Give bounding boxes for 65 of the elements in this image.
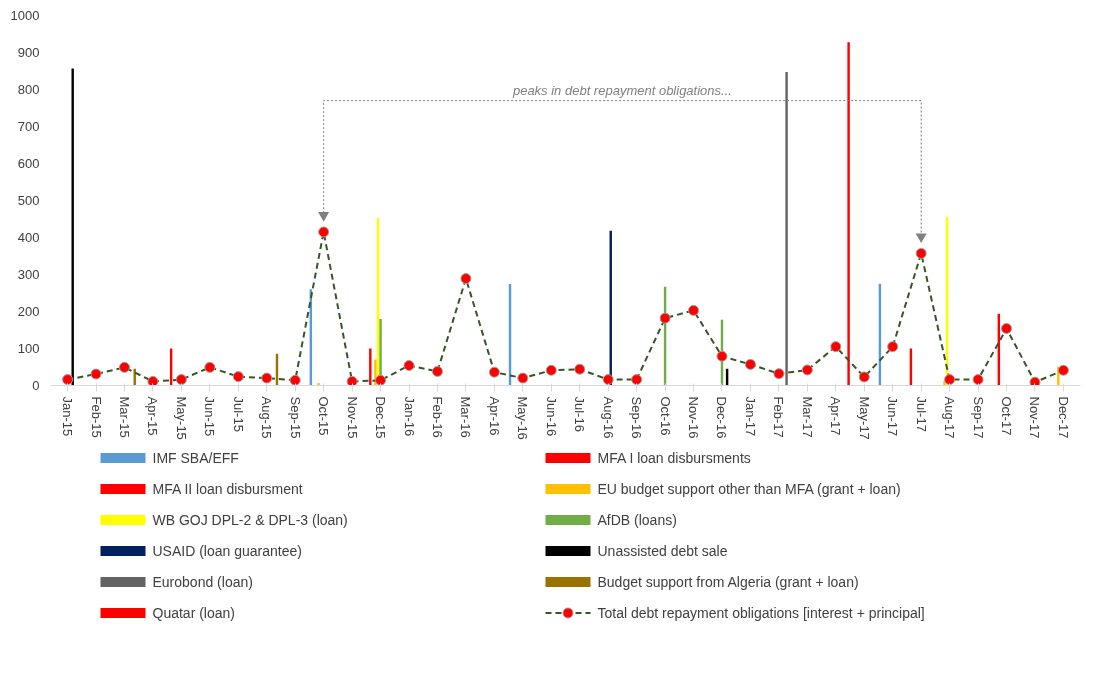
x-tick-label: Dec-17 bbox=[1055, 396, 1071, 439]
y-tick-label: 600 bbox=[17, 156, 40, 171]
y-tick-label: 800 bbox=[17, 82, 40, 97]
bar bbox=[71, 68, 74, 386]
legend-label: USAID (loan guarantee) bbox=[152, 543, 302, 559]
x-tick-label: Oct-16 bbox=[657, 396, 673, 436]
x-tick-label: Dec-15 bbox=[373, 396, 389, 439]
legend-label: Total debt repayment obligations [interest + principal] bbox=[597, 605, 925, 621]
bar bbox=[317, 382, 320, 386]
legend-label: EU budget support other than MFA (grant + loan) bbox=[597, 481, 901, 497]
y-tick-label: 500 bbox=[17, 193, 40, 208]
x-tick-label: Mar-16 bbox=[458, 396, 474, 438]
y-tick-label: 700 bbox=[17, 119, 40, 134]
x-tick-label: Jan-15 bbox=[60, 396, 76, 437]
y-tick-label: 300 bbox=[17, 267, 40, 282]
x-tick-label: Feb-17 bbox=[771, 396, 787, 438]
x-tick-label: Jul-16 bbox=[572, 396, 588, 432]
legend-label: IMF SBA/EFF bbox=[152, 450, 239, 466]
x-tick-label: Dec-16 bbox=[714, 396, 730, 439]
x-tick-label: Oct-15 bbox=[316, 396, 332, 436]
legend-label: MFA I loan disbursments bbox=[597, 450, 751, 466]
x-tick-label: Nov-17 bbox=[1027, 396, 1043, 439]
bar bbox=[847, 42, 850, 386]
legend-label: WB GOJ DPL-2 & DPL-3 (loan) bbox=[152, 512, 348, 528]
legend-label: AfDB (loans) bbox=[597, 512, 677, 528]
x-tick-label: Nov-16 bbox=[686, 396, 702, 439]
x-tick-label: Sep-15 bbox=[287, 396, 303, 439]
x-tick-label: Mar-15 bbox=[116, 396, 132, 438]
x-tick-label: Aug-16 bbox=[600, 396, 616, 439]
legend-label: Eurobond (loan) bbox=[152, 574, 253, 590]
y-tick-label: 100 bbox=[17, 341, 40, 356]
x-tick-label: Jun-17 bbox=[885, 396, 901, 437]
y-tick-label: 1000 bbox=[10, 8, 40, 23]
x-tick-label: May-16 bbox=[515, 396, 531, 440]
x-tick-label: Jun-16 bbox=[543, 396, 559, 437]
legend-label: Unassisted debt sale bbox=[597, 543, 728, 559]
legend-label: MFA II loan disbursment bbox=[152, 481, 303, 497]
x-tick-label: Oct-17 bbox=[999, 396, 1015, 436]
x-tick-label: Sep-16 bbox=[629, 396, 645, 439]
x-tick-label: Aug-17 bbox=[942, 396, 958, 439]
x-tick-label: Apr-15 bbox=[145, 396, 161, 436]
y-tick-label: 200 bbox=[17, 304, 40, 319]
y-tick-label: 900 bbox=[17, 45, 40, 60]
x-tick-label: Jan-16 bbox=[401, 396, 417, 437]
x-tick-label: Nov-15 bbox=[344, 396, 360, 439]
x-tick-label: May-15 bbox=[173, 396, 189, 440]
legend-label: Quatar (loan) bbox=[152, 605, 235, 621]
x-tick-label: Feb-16 bbox=[429, 396, 445, 438]
bar bbox=[785, 72, 788, 386]
x-tick-label: May-17 bbox=[856, 396, 872, 440]
x-tick-label: Apr-17 bbox=[828, 396, 844, 436]
legend-label: Budget support from Algeria (grant + loan) bbox=[597, 574, 859, 590]
x-tick-label: Jun-15 bbox=[202, 396, 218, 437]
x-tick-label: Jul-15 bbox=[230, 396, 246, 432]
annotation: peaks in debt repayment obligations... bbox=[511, 82, 732, 98]
x-tick-label: Sep-17 bbox=[970, 396, 986, 439]
bar bbox=[369, 348, 372, 386]
y-tick-label: 400 bbox=[17, 230, 40, 245]
x-tick-label: Feb-15 bbox=[88, 396, 104, 438]
x-tick-label: Jul-17 bbox=[913, 396, 929, 432]
x-tick-label: Jan-17 bbox=[742, 396, 758, 437]
x-tick-label: Aug-15 bbox=[259, 396, 275, 439]
y-tick-label: 0 bbox=[32, 378, 40, 393]
x-tick-label: Apr-16 bbox=[486, 396, 502, 436]
x-tick-label: Mar-17 bbox=[799, 396, 815, 438]
